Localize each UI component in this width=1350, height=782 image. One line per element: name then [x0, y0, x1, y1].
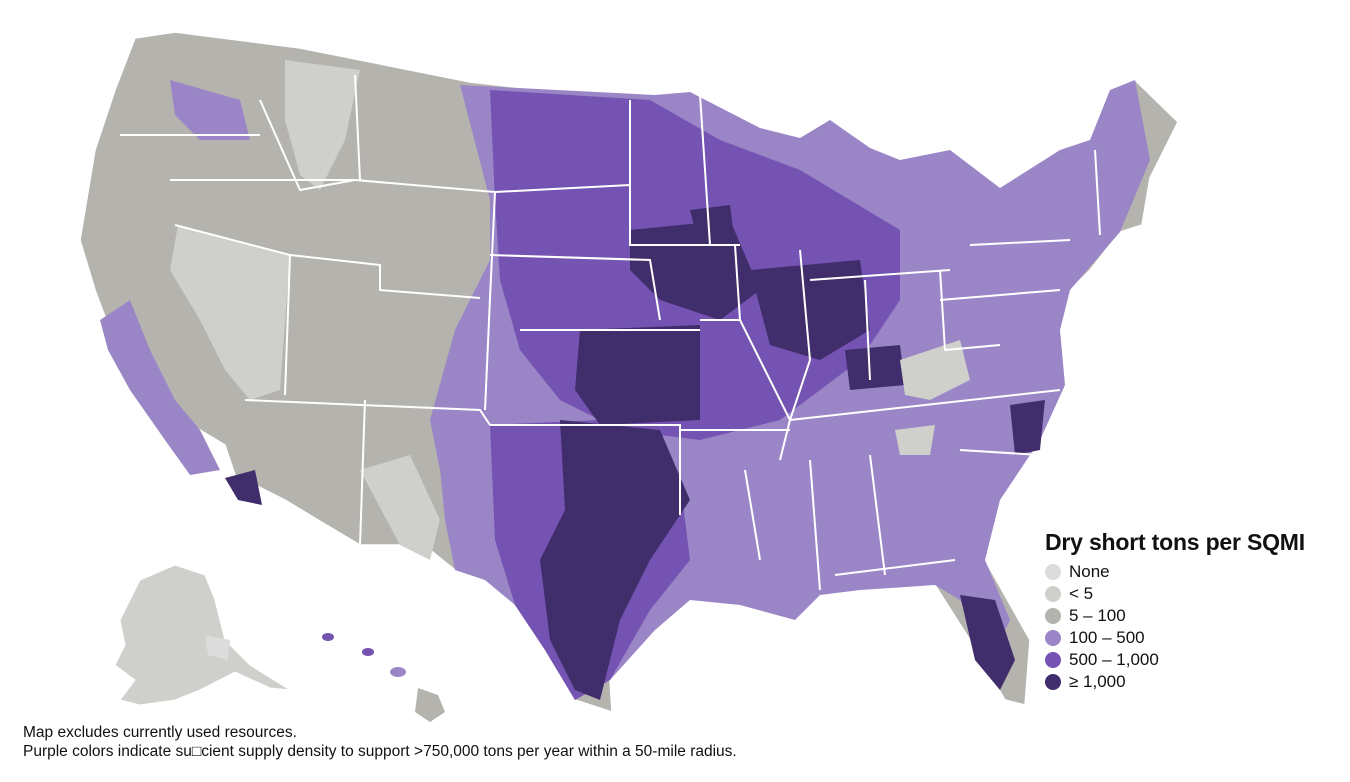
state-border-line [244, 399, 491, 426]
region-southwest-light [360, 455, 440, 560]
state-border-line [289, 254, 481, 299]
footnote-purple-meaning: Purple colors indicate su□cient supply d… [23, 743, 737, 760]
legend-swatch [1045, 564, 1061, 580]
state-border-line [490, 424, 681, 515]
legend-swatch [1045, 586, 1061, 602]
region-socal-top [225, 470, 262, 505]
alaska [114, 564, 291, 706]
legend-item: 100 – 500 [1043, 627, 1343, 649]
region-illinois-top [750, 260, 870, 360]
state-border-line [939, 269, 1001, 352]
state-border-line [629, 100, 740, 246]
hawaii-island-maui [390, 667, 406, 677]
state-border-line [959, 449, 1041, 456]
state-border-line [259, 99, 356, 192]
state-borders [120, 74, 1101, 591]
state-border-line [809, 269, 951, 281]
legend-label: ≥ 1,000 [1069, 672, 1126, 691]
state-border-line [789, 249, 812, 421]
region-kansas-top [575, 325, 700, 425]
region-nevada-light [170, 225, 290, 400]
hawaii-island-kauai [322, 633, 334, 641]
region-california-mid [100, 300, 220, 475]
region-texas-top [540, 420, 690, 700]
legend-label: 5 – 100 [1069, 606, 1126, 625]
state-border-line [359, 399, 366, 546]
legend-swatch [1045, 608, 1061, 624]
region-nebraska-top [690, 205, 735, 250]
state-border-line [969, 239, 1071, 246]
legend-item: < 5 [1043, 583, 1343, 605]
legend-item: None [1043, 561, 1343, 583]
legend-item: 500 – 1,000 [1043, 649, 1343, 671]
hawaii [322, 633, 445, 722]
legend-item: 5 – 100 [1043, 605, 1343, 627]
state-border-line [354, 74, 361, 181]
region-tennessee-light [895, 425, 935, 455]
legend-label: < 5 [1069, 584, 1094, 603]
region-appalachia-light [900, 340, 970, 400]
region-florida-top [960, 595, 1015, 690]
alaska-none-area [205, 635, 230, 660]
region-washington-mid [170, 80, 250, 140]
hawaii-island-oahu [362, 648, 374, 656]
region-idaho-light [285, 60, 360, 190]
state-border-line [809, 459, 821, 591]
legend-swatch [1045, 652, 1061, 668]
legend-swatch [1045, 674, 1061, 690]
region-kentucky-top [845, 345, 905, 390]
alaska-shape [114, 564, 291, 706]
legend: Dry short tons per SQMI None < 5 5 – 100 10… [1043, 527, 1343, 693]
footnote-excludes: Map excludes currently used resources. [23, 724, 297, 741]
state-border-line [1094, 149, 1101, 236]
legend-items: None < 5 5 – 100 100 – 500 500 – 1,000 ≥ 1,00… [1043, 561, 1343, 693]
state-border-line [789, 389, 1061, 421]
state-border-line [864, 279, 871, 381]
state-border-line [834, 559, 956, 576]
state-border-line [494, 184, 631, 193]
legend-label: 500 – 1,000 [1069, 650, 1159, 669]
state-border-line [484, 297, 491, 411]
legend-item: ≥ 1,000 [1043, 671, 1343, 693]
state-border-line [939, 289, 1061, 301]
state-border-line [699, 94, 711, 246]
state-border-line [744, 469, 761, 561]
state-border-line [489, 254, 661, 321]
region-nc-top [1010, 400, 1045, 455]
contiguous-us [79, 31, 1179, 714]
legend-swatch [1045, 630, 1061, 646]
state-border-line [869, 454, 886, 576]
hawaii-island-big [415, 688, 445, 722]
legend-title: Dry short tons per SQMI [1045, 529, 1305, 555]
legend-label: 100 – 500 [1069, 628, 1145, 647]
legend-label: None [1069, 562, 1110, 581]
